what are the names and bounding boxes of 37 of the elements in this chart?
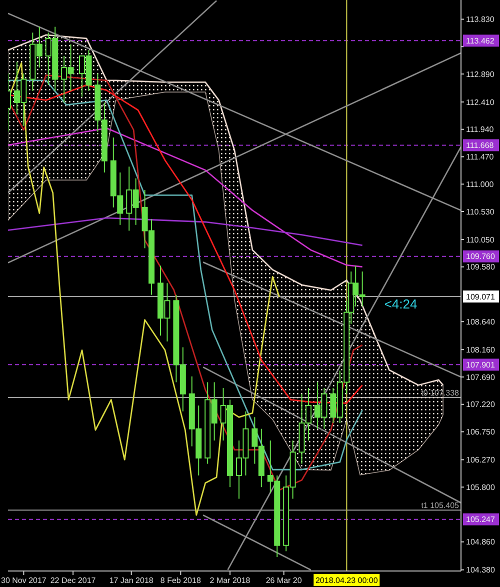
line-series [8, 84, 364, 404]
y-tick-label: 112.890 [466, 70, 495, 79]
y-tick-label: 107.220 [466, 400, 496, 410]
y-tick-label: 110.530 [466, 207, 495, 216]
ref-line-label: 111.668 [466, 140, 494, 150]
y-tick-label: 111.000 [466, 180, 494, 189]
ref-line-label: 2018.04.23 00:00 [315, 576, 378, 585]
y-tick-label: 104.860 [466, 538, 496, 547]
line-series [8, 62, 280, 516]
y-tick-label: 113.830 [466, 15, 495, 24]
y-tick-label: 111.470 [466, 152, 494, 162]
y-tick-label: 104.380 [466, 566, 496, 575]
ref-line-label: 107.901 [466, 360, 496, 370]
y-tick-label: 105.800 [466, 482, 496, 492]
x-tick-label: 26 Mar 20 [266, 576, 302, 585]
y-tick-label: 107.690 [466, 372, 496, 382]
ref-line-label: 105.247 [466, 515, 496, 524]
y-tick-label: 110.050 [466, 235, 495, 244]
y-tick-label: 106.270 [466, 456, 496, 465]
y-tick-label: 109.580 [466, 262, 496, 272]
x-tick-label: 2 Mar 2018 [210, 576, 251, 585]
x-tick-label: 22 Dec 2017 [50, 576, 96, 585]
ref-line-label: t1 105.405 [421, 501, 460, 510]
y-tick-label: 111.940 [466, 125, 494, 134]
y-tick-label: 108.640 [466, 317, 496, 326]
x-tick-label: 8 Feb 2018 [160, 576, 202, 585]
y-tick-label: 112.410 [466, 98, 495, 107]
line-series [8, 217, 364, 246]
ref-line-label: 113.462 [466, 36, 495, 46]
ref-line-label: 109.760 [466, 252, 496, 262]
x-tick-label: 30 Nov 2017 [1, 576, 47, 585]
y-tick-label: 106.750 [466, 428, 496, 437]
y-tick-label: 108.160 [466, 345, 496, 354]
x-tick-label: 17 Jan 2018 [109, 576, 154, 585]
ref-line-label: 109.071 [466, 292, 496, 302]
annotation: <4:24 [384, 296, 418, 312]
line-series [8, 127, 364, 268]
